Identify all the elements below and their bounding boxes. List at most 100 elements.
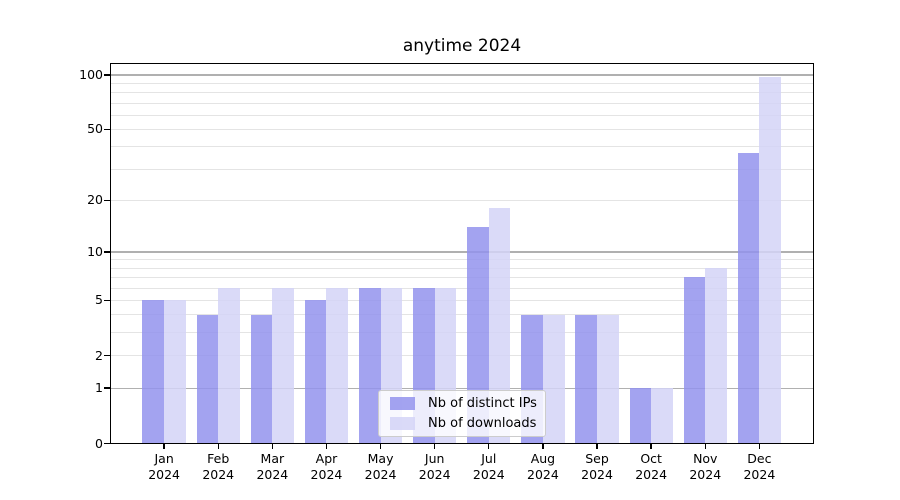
minor-gridline-5	[110, 299, 814, 301]
y-tick-2	[104, 355, 110, 357]
bar-nb-of-distinct-ips-nov-2024	[683, 277, 706, 444]
x-tick-oct-2024	[650, 443, 652, 449]
legend-item-downloads: Nb of downloads	[385, 416, 539, 431]
minor-gridline-4	[110, 314, 814, 316]
y-tick-label-5: 5	[95, 292, 103, 308]
bar-nb-of-distinct-ips-apr-2024	[304, 300, 327, 444]
x-tick-mar-2024	[271, 443, 274, 449]
bar-nb-of-distinct-ips-sep-2024	[575, 314, 598, 444]
chart-title: anytime 2024	[402, 36, 522, 56]
month-label: Apr	[315, 450, 338, 466]
year-label: 2024	[418, 467, 451, 482]
y-tick-label-20: 20	[87, 192, 103, 208]
bar-nb-of-downloads-nov-2024	[705, 268, 727, 444]
x-tick-jan-2024	[163, 443, 165, 449]
minor-gridline-60	[110, 114, 814, 116]
year-label: 2024	[472, 467, 505, 482]
bar-nb-of-distinct-ips-jul-2024	[467, 227, 489, 444]
legend-label-distinct-ips: Nb of distinct IPs	[428, 396, 537, 412]
x-tick-label-mar-2024: Mar 2024	[242, 451, 302, 484]
major-gridline-1	[110, 387, 814, 389]
x-tick-apr-2024	[325, 443, 328, 449]
month-label: Feb	[207, 450, 230, 466]
x-tick-label-nov-2024: Nov 2024	[675, 451, 735, 484]
month-label: Sep	[585, 450, 609, 466]
x-tick-label-sep-2024: Sep 2024	[567, 451, 627, 484]
x-tick-feb-2024	[217, 443, 219, 449]
minor-gridline-80	[110, 92, 814, 94]
bar-nb-of-downloads-jul-2024	[488, 208, 511, 444]
x-tick-jul-2024	[488, 443, 490, 449]
y-tick-label-0: 0	[95, 435, 103, 451]
x-tick-nov-2024	[704, 443, 706, 449]
minor-gridline-90	[110, 82, 814, 84]
x-tick-label-jul-2024: Jul 2024	[459, 451, 519, 484]
bar-nb-of-downloads-apr-2024	[326, 288, 349, 444]
y-tick-label-50: 50	[87, 121, 103, 137]
year-label: 2024	[364, 467, 397, 482]
minor-gridline-8	[110, 267, 814, 269]
x-tick-label-dec-2024: Dec 2024	[729, 451, 789, 484]
month-label: Jun	[424, 450, 445, 466]
major-gridline-10	[110, 251, 814, 253]
minor-gridline-50	[110, 128, 814, 130]
legend-swatch-downloads	[390, 416, 415, 430]
year-label: 2024	[743, 467, 776, 482]
y-tick-5	[104, 299, 110, 302]
month-label: Jan	[154, 450, 174, 466]
month-label: Jul	[481, 450, 497, 466]
minor-gridline-6	[110, 287, 814, 289]
x-tick-label-may-2024: May 2024	[351, 451, 411, 484]
y-tick-label-2: 2	[95, 347, 103, 363]
bar-nb-of-downloads-feb-2024	[218, 288, 240, 444]
year-label: 2024	[635, 467, 668, 482]
bar-nb-of-downloads-dec-2024	[759, 77, 782, 444]
x-tick-label-feb-2024: Feb 2024	[188, 451, 248, 484]
minor-gridline-20	[110, 199, 814, 201]
minor-gridline-40	[110, 146, 814, 148]
y-tick-20	[104, 199, 110, 202]
x-tick-aug-2024	[542, 443, 544, 449]
bar-nb-of-distinct-ips-may-2024	[358, 288, 381, 444]
bar-nb-of-distinct-ips-jan-2024	[142, 300, 165, 444]
x-tick-may-2024	[379, 443, 382, 449]
minor-gridline-70	[110, 102, 814, 104]
bar-nb-of-distinct-ips-feb-2024	[196, 314, 219, 444]
y-tick-label-100: 100	[79, 66, 103, 82]
year-label: 2024	[256, 467, 289, 482]
y-tick-0	[104, 442, 110, 445]
bar-nb-of-downloads-jan-2024	[164, 300, 186, 444]
y-tick-1	[104, 387, 110, 389]
legend: Nb of distinct IPs Nb of downloads	[378, 390, 546, 437]
year-label: 2024	[581, 467, 613, 482]
y-tick-10	[104, 251, 110, 253]
x-tick-jun-2024	[433, 443, 436, 449]
legend-label-downloads: Nb of downloads	[428, 415, 537, 431]
minor-gridline-3	[110, 332, 814, 334]
x-tick-sep-2024	[596, 443, 598, 449]
year-label: 2024	[148, 467, 181, 482]
month-label: Mar	[260, 450, 285, 466]
year-label: 2024	[310, 467, 343, 482]
minor-gridline-2	[110, 355, 814, 357]
bar-nb-of-downloads-oct-2024	[651, 388, 673, 444]
y-tick-50	[104, 128, 110, 131]
bar-nb-of-distinct-ips-oct-2024	[629, 388, 652, 444]
bar-nb-of-distinct-ips-dec-2024	[737, 152, 760, 444]
month-label: Oct	[640, 450, 662, 466]
y-tick-100	[104, 74, 110, 76]
x-tick-label-oct-2024: Oct 2024	[621, 451, 681, 484]
month-label: Nov	[693, 450, 718, 466]
legend-item-distinct-ips: Nb of distinct IPs	[385, 396, 539, 411]
major-gridline-100	[110, 74, 814, 76]
month-label: Aug	[530, 450, 556, 466]
month-label: Dec	[747, 450, 772, 466]
year-label: 2024	[689, 467, 722, 482]
x-tick-label-jan-2024: Jan 2024	[134, 451, 194, 484]
year-label: 2024	[527, 467, 559, 482]
x-tick-label-apr-2024: Apr 2024	[296, 451, 356, 484]
bar-nb-of-downloads-sep-2024	[597, 314, 619, 444]
minor-gridline-7	[110, 276, 814, 278]
minor-gridline-9	[110, 259, 814, 261]
month-label: May	[367, 450, 394, 466]
